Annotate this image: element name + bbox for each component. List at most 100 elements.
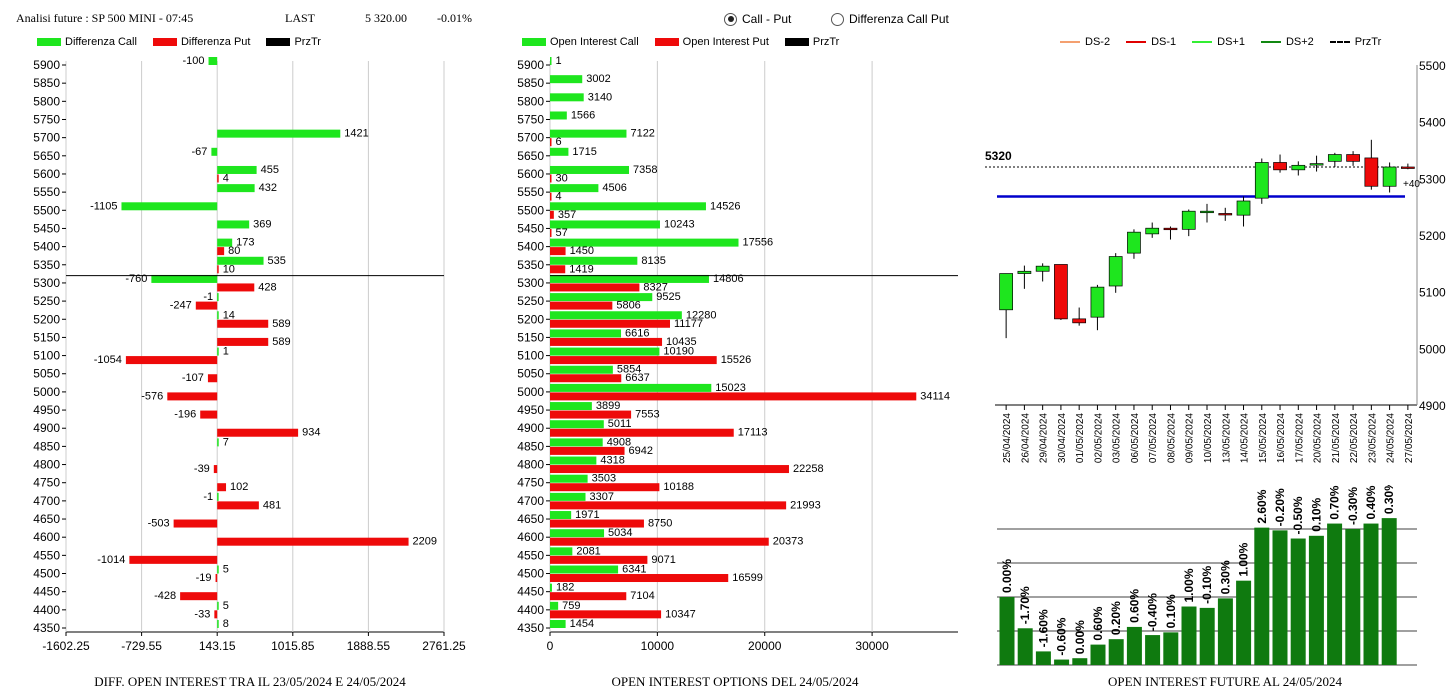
put-bar-label: 934 (302, 427, 320, 439)
future-bar-label: -0.60% (1055, 617, 1069, 655)
call-bar (550, 547, 573, 556)
y-tick-label: 5250 (517, 294, 544, 308)
put-bar-label: 11177 (674, 318, 703, 330)
call-bar-label: -760 (125, 273, 147, 285)
put-bar (217, 319, 269, 328)
put-bar (550, 592, 627, 601)
call-bar-label: 7122 (630, 128, 654, 140)
candle-body (1309, 163, 1324, 166)
y-tick-label: 5450 (517, 221, 544, 235)
diff-open-interest-chart: -1602.25 -729.55 143.15 1015.85 1888.55 2761.… (33, 55, 466, 653)
legend-item-ds+1: DS+1 (1192, 36, 1245, 48)
put-bar (550, 210, 554, 219)
x-tick-label: 2761.25 (422, 639, 466, 653)
future-bar-label: 0.60% (1091, 606, 1105, 640)
y-tick-label: 4900 (1419, 399, 1446, 413)
put-bar (550, 428, 734, 437)
radio-differenza[interactable]: Differenza Call Put (831, 12, 949, 26)
put-bar (195, 301, 218, 310)
call-bar-label: 4506 (602, 182, 626, 194)
call-bar-label: 9525 (656, 291, 680, 303)
y-tick-label: 5100 (33, 349, 60, 363)
x-tick-label: 21/05/2024 (1331, 413, 1342, 463)
call-bar (550, 93, 584, 102)
future-bar (1308, 535, 1324, 665)
y-tick-label: 5000 (1419, 342, 1446, 356)
y-tick-label: 4650 (33, 512, 60, 526)
radio-selected-icon (724, 12, 737, 26)
radio-call-put[interactable]: Call - Put (724, 12, 791, 26)
call-bar (217, 565, 219, 574)
call-bar (550, 365, 613, 374)
y-tick-label: 4400 (517, 603, 544, 617)
x-tick-label: 24/05/2024 (1386, 413, 1397, 463)
put-bar-label: 10188 (663, 481, 694, 493)
call-bar (217, 165, 257, 174)
y-tick-label: 4350 (517, 621, 544, 635)
call-bar-label: 1971 (575, 509, 599, 521)
call-bar (121, 202, 218, 211)
legend-item-ds+2: DS+2 (1260, 36, 1314, 48)
put-bar-label: 17113 (738, 427, 768, 439)
put-bar-label: 6637 (625, 372, 649, 384)
put-bar-label: -247 (170, 300, 192, 312)
call-bar (217, 438, 219, 447)
future-bar (1236, 580, 1252, 665)
x-tick-label: 10000 (641, 639, 675, 653)
y-tick-label: 4600 (517, 530, 544, 544)
y-tick-label: 5550 (33, 185, 60, 199)
x-tick-label: 25/04/2024 (1002, 413, 1013, 463)
call-bar-label: 3140 (588, 91, 612, 103)
put-bar-label: -19 (196, 572, 212, 584)
put-bar (217, 247, 225, 256)
put-bar (550, 610, 662, 619)
header-bar: Analisi future : SP 500 MINI - 07:45 LAS… (0, 0, 1455, 30)
put-bar-label: 7553 (635, 409, 659, 421)
call-bar (550, 220, 660, 229)
call-bar-label: 1 (556, 55, 562, 67)
put-bar-label: 34114 (920, 390, 950, 402)
put-bar (550, 519, 644, 528)
y-tick-label: 5850 (517, 76, 544, 90)
put-bar (550, 392, 917, 401)
y-tick-label: 5450 (33, 221, 60, 235)
call-bar-label: -1105 (90, 200, 117, 212)
call-bar (217, 293, 219, 302)
put-bar (217, 537, 409, 546)
y-tick-label: 5350 (33, 258, 60, 272)
call-bar-label: 8135 (641, 255, 665, 267)
put-bar-label: 6 (556, 136, 562, 148)
legend-item-oi-put: Open Interest Put (654, 36, 769, 48)
legend-right: DS-2 DS-1 DS+1 DS+2 PrzTr (1060, 36, 1397, 48)
candle-body (1163, 227, 1178, 231)
candle-body (1236, 200, 1251, 216)
y-tick-label: 4500 (517, 567, 544, 581)
future-bar-label: 0.70% (1328, 485, 1342, 519)
call-bar-label: 12280 (686, 309, 717, 321)
call-bar (217, 620, 219, 628)
put-bar-label: -576 (141, 390, 163, 402)
y-tick-label: 5400 (517, 240, 544, 254)
future-bar (1272, 530, 1288, 665)
candle-body (1327, 154, 1342, 162)
put-bar (207, 374, 218, 383)
legend-middle: Open Interest Call Open Interest Put Prz… (522, 36, 855, 48)
call-bar (550, 601, 559, 610)
put-bar-label: 428 (258, 281, 276, 293)
call-bar-label: 5 (223, 600, 229, 612)
y-tick-label: 5250 (33, 294, 60, 308)
x-tick-label: 14/05/2024 (1240, 413, 1251, 463)
future-bar-label: 0.60% (1127, 589, 1141, 623)
call-bar (550, 438, 603, 447)
call-bar-label: -1 (203, 491, 213, 503)
call-bar (217, 220, 250, 229)
y-tick-label: 5900 (517, 58, 544, 72)
y-tick-label: 4700 (33, 494, 60, 508)
call-bar (550, 492, 586, 501)
y-tick-label: 5300 (517, 276, 544, 290)
footer-left: DIFF. OPEN INTEREST TRA IL 23/05/2024 E … (94, 674, 406, 689)
candle-body (1401, 166, 1415, 169)
y-tick-label: 4950 (517, 403, 544, 417)
future-bar-label: -0.20% (1273, 488, 1287, 526)
y-tick-label: 5700 (517, 131, 544, 145)
